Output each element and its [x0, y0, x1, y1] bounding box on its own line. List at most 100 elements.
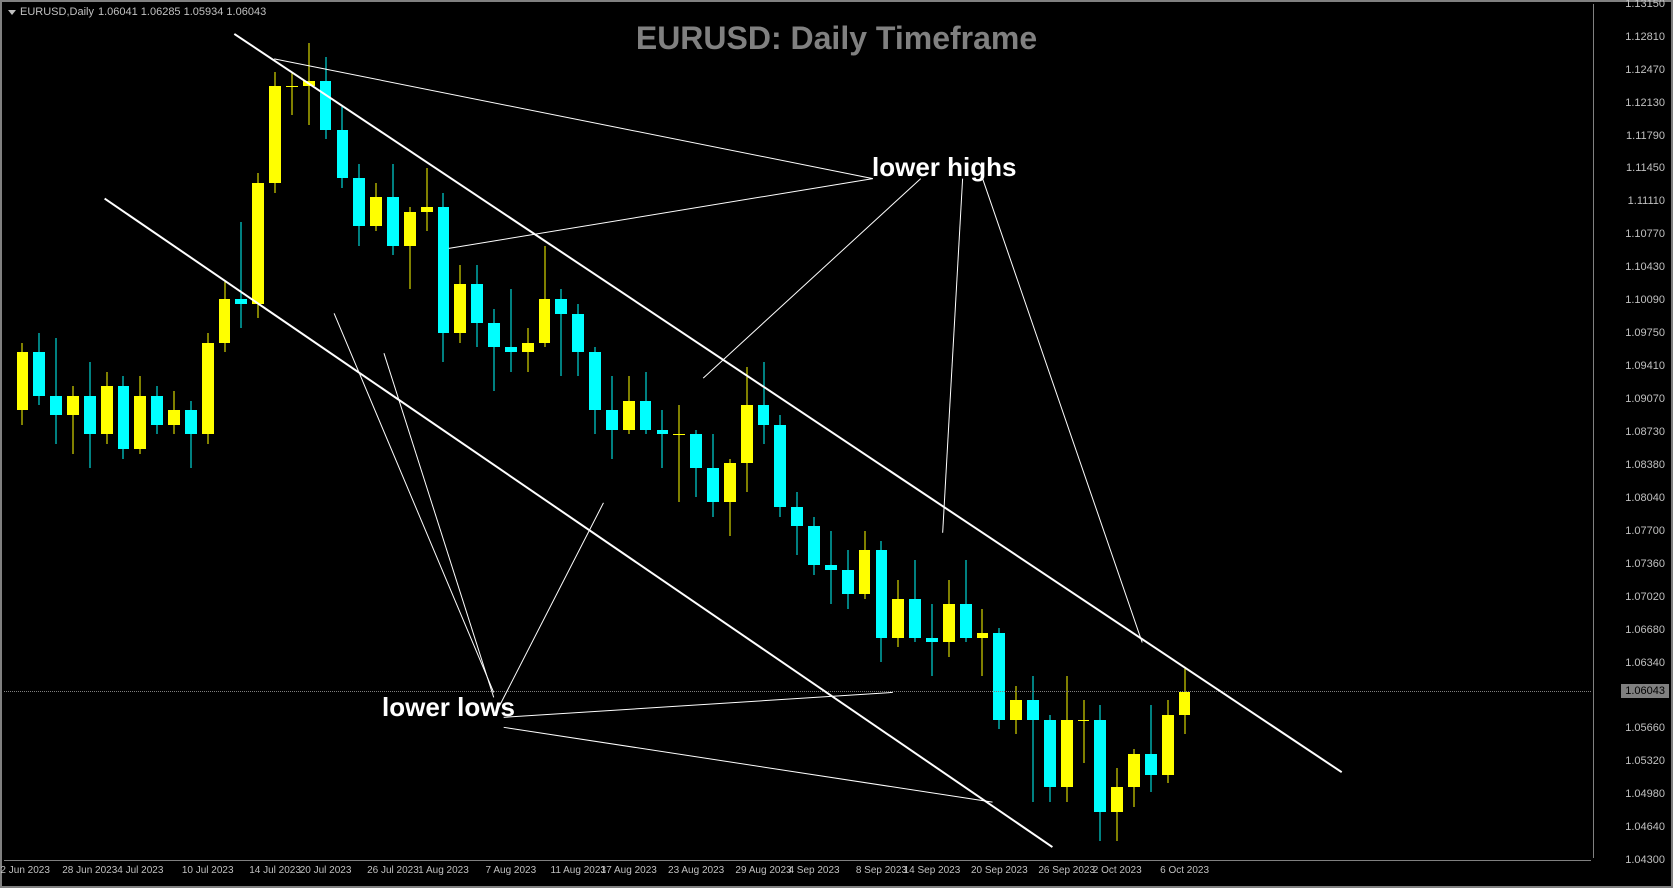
candlestick [640, 4, 652, 860]
candlestick [505, 4, 517, 860]
date-tick: 22 Jun 2023 [0, 865, 50, 876]
dropdown-icon[interactable] [8, 10, 16, 15]
candlestick [118, 4, 130, 860]
candlestick [1128, 4, 1140, 860]
date-tick: 1 Aug 2023 [418, 865, 469, 876]
candlestick [572, 4, 584, 860]
candlestick [606, 4, 618, 860]
candlestick [353, 4, 365, 860]
price-tick: 1.07360 [1625, 558, 1665, 570]
symbol-label: EURUSD,Daily [20, 6, 94, 18]
candlestick [909, 4, 921, 860]
price-tick: 1.08380 [1625, 459, 1665, 471]
price-tick: 1.05320 [1625, 755, 1665, 767]
price-tick: 1.10090 [1625, 294, 1665, 306]
date-tick: 17 Aug 2023 [601, 865, 657, 876]
candlestick [774, 4, 786, 860]
price-tick: 1.08730 [1625, 426, 1665, 438]
candlestick [673, 4, 685, 860]
candlestick [370, 4, 382, 860]
candlestick [690, 4, 702, 860]
candlestick [404, 4, 416, 860]
price-tick: 1.06043 [1621, 684, 1669, 698]
price-tick: 1.12130 [1625, 97, 1665, 109]
candlestick [1061, 4, 1073, 860]
candlestick [1111, 4, 1123, 860]
candlestick [555, 4, 567, 860]
candlestick [471, 4, 483, 860]
date-axis: 22 Jun 202328 Jun 20234 Jul 202310 Jul 2… [4, 860, 1591, 884]
candlestick [134, 4, 146, 860]
candlestick [1027, 4, 1039, 860]
current-price-line [4, 691, 1591, 692]
candlestick [33, 4, 45, 860]
candlestick [977, 4, 989, 860]
price-axis: 1.131501.128101.124701.121301.117901.114… [1593, 4, 1669, 858]
date-tick: 23 Aug 2023 [668, 865, 724, 876]
candlestick [219, 4, 231, 860]
candlestick [943, 4, 955, 860]
candlestick [50, 4, 62, 860]
date-tick: 14 Sep 2023 [904, 865, 961, 876]
price-tick: 1.07700 [1625, 525, 1665, 537]
price-tick: 1.04300 [1625, 854, 1665, 866]
date-tick: 29 Aug 2023 [735, 865, 791, 876]
candlestick [235, 4, 247, 860]
candlestick [657, 4, 669, 860]
date-tick: 6 Oct 2023 [1160, 865, 1209, 876]
date-tick: 11 Aug 2023 [551, 865, 606, 876]
candlestick [67, 4, 79, 860]
candlestick [1179, 4, 1191, 860]
candlestick [1078, 4, 1090, 860]
candlestick [101, 4, 113, 860]
candlestick [320, 4, 332, 860]
date-tick: 28 Jun 2023 [62, 865, 117, 876]
price-tick: 1.08040 [1625, 492, 1665, 504]
candlestick [252, 4, 264, 860]
candlestick [421, 4, 433, 860]
candlestick [454, 4, 466, 860]
date-tick: 26 Sep 2023 [1038, 865, 1095, 876]
candlestick [623, 4, 635, 860]
date-tick: 14 Jul 2023 [249, 865, 301, 876]
candlestick [707, 4, 719, 860]
candlestick [202, 4, 214, 860]
price-tick: 1.06340 [1625, 657, 1665, 669]
candlestick [387, 4, 399, 860]
candlestick [337, 4, 349, 860]
date-tick: 4 Sep 2023 [788, 865, 839, 876]
candlestick [791, 4, 803, 860]
price-tick: 1.09070 [1625, 393, 1665, 405]
price-tick: 1.13150 [1625, 0, 1665, 10]
candlestick [808, 4, 820, 860]
candlestick [892, 4, 904, 860]
candlestick [993, 4, 1005, 860]
candlestick [758, 4, 770, 860]
candlestick [825, 4, 837, 860]
candlestick [522, 4, 534, 860]
price-tick: 1.09410 [1625, 360, 1665, 372]
candlestick [151, 4, 163, 860]
price-tick: 1.11450 [1626, 162, 1665, 174]
candlestick [859, 4, 871, 860]
candlestick [84, 4, 96, 860]
candlestick [1044, 4, 1056, 860]
price-tick: 1.12810 [1625, 31, 1665, 43]
chart-plot-area[interactable] [4, 4, 1591, 858]
candlestick [539, 4, 551, 860]
candlestick [269, 4, 281, 860]
chart-header: EURUSD,Daily 1.06041 1.06285 1.05934 1.0… [8, 6, 266, 18]
price-tick: 1.06680 [1625, 624, 1665, 636]
price-tick: 1.11790 [1626, 130, 1665, 142]
price-tick: 1.12470 [1625, 64, 1665, 76]
price-tick: 1.04640 [1625, 821, 1665, 833]
date-tick: 8 Sep 2023 [856, 865, 907, 876]
candlestick [589, 4, 601, 860]
candlestick [741, 4, 753, 860]
candlestick [724, 4, 736, 860]
annotation-lower-highs: lower highs [872, 152, 1016, 183]
candlestick [17, 4, 29, 860]
candlestick [960, 4, 972, 860]
candlestick [1145, 4, 1157, 860]
candlestick [286, 4, 298, 860]
